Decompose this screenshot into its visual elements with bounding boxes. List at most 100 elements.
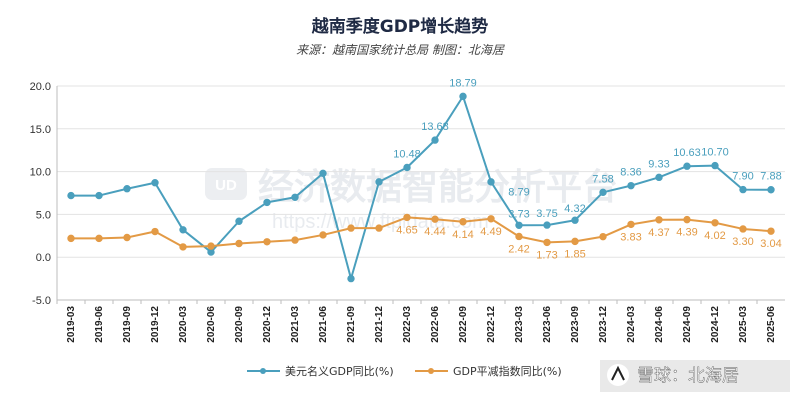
data-point-s1 [263, 238, 271, 246]
x-tick-group: 2025-03 [738, 306, 749, 343]
y-tick-label: 10.0 [30, 167, 51, 179]
x-tick-label: 2020-09 [234, 306, 245, 343]
data-point-s0 [515, 221, 523, 229]
data-label-s1: 4.49 [480, 226, 501, 238]
x-tick-group: 2023-12 [598, 306, 609, 343]
data-point-s1 [515, 232, 523, 241]
data-label-s0: 3.75 [536, 208, 557, 220]
x-tick-group: 2021-09 [346, 306, 357, 343]
data-label-s1: 4.39 [676, 227, 697, 239]
axes: -5.0 0.0 5.0 10.0 15.0 20.0 2019-03 2019-06 2019… [30, 81, 785, 343]
x-tick-group: 2019-12 [150, 306, 161, 343]
data-point-s1 [459, 218, 467, 226]
data-label-s0: 7.58 [592, 173, 613, 185]
data-point-s0 [459, 92, 467, 101]
x-tick-label: 2022-12 [486, 306, 497, 343]
data-point-s1 [67, 234, 75, 243]
x-tick-group: 2020-06 [206, 306, 217, 343]
x-tick-label: 2019-03 [66, 306, 77, 343]
x-tick-group: 2020-12 [262, 306, 273, 343]
xueqiu-logo-icon [607, 364, 629, 386]
x-tick-label: 2025-03 [738, 306, 749, 343]
x-tick-label: 2022-06 [430, 306, 441, 343]
data-label-s1: 1.85 [564, 248, 585, 260]
x-tick-label: 2024-03 [626, 306, 637, 343]
data-label-s1: 4.14 [452, 229, 473, 241]
x-tick-label: 2020-12 [262, 306, 273, 343]
data-labels: 10.48 13.68 18.79 3.73 3.75 4.32 7.58 8.36 9.33 1… [393, 77, 781, 261]
data-point-s1 [375, 224, 383, 232]
x-tick-label: 2021-12 [374, 306, 385, 343]
legend-label-deflator: GDP平减指数同比(%) [453, 364, 562, 378]
x-tick-group: 2022-06 [430, 306, 441, 343]
watermark-logo [205, 168, 247, 200]
x-tick-label: 2022-09 [458, 306, 469, 343]
data-point-s0 [95, 191, 103, 200]
x-tick-label: 2022-03 [402, 306, 413, 343]
data-point-s0 [123, 185, 131, 193]
x-tick-group: 2024-06 [654, 306, 665, 343]
xueqiu-badge-bg [600, 360, 790, 392]
data-label-s1: 4.37 [648, 227, 669, 239]
series-line-1 [71, 216, 772, 248]
x-tick-group: 2025-06 [766, 306, 777, 343]
data-point-s0 [739, 185, 747, 194]
x-tick-label: 2024-06 [654, 306, 665, 343]
data-point-s1 [347, 224, 355, 232]
x-tick-label: 2024-09 [682, 306, 693, 343]
data-point-s1 [179, 243, 187, 251]
data-label-s0: 7.90 [732, 171, 753, 183]
xueqiu-badge-text: 雪球：北海居 [637, 366, 739, 386]
x-tick-label: 2019-12 [150, 306, 161, 343]
data-point-s0 [655, 173, 663, 182]
x-tick-label: 2021-03 [290, 306, 301, 343]
data-label-s1: 4.02 [704, 230, 725, 242]
data-point-s1 [403, 213, 411, 222]
data-point-s0 [207, 248, 215, 256]
xueqiu-badge: 雪球：北海居 [600, 360, 790, 392]
x-tick-label: 2019-06 [94, 306, 105, 343]
data-point-s0 [291, 193, 299, 201]
legend: 美元名义GDP同比(%) GDP平减指数同比(%) [247, 364, 562, 378]
data-point-s0 [431, 136, 439, 144]
data-point-s1 [235, 239, 243, 248]
x-tick-group: 2022-03 [402, 306, 413, 343]
data-point-s1 [767, 227, 775, 235]
data-label-s0: 10.70 [701, 147, 729, 159]
x-tick-group: 2020-09 [234, 306, 245, 343]
y-tick-label: 5.0 [36, 209, 51, 221]
data-label-s1: 3.83 [620, 231, 641, 243]
x-tick-group: 2024-09 [682, 306, 693, 343]
x-tick-group: 2019-03 [66, 306, 77, 343]
x-tick-label: 2021-06 [318, 306, 329, 343]
data-point-s1 [739, 225, 747, 233]
chart-title: 越南季度GDP增长趋势 [311, 16, 489, 37]
data-point-s0 [375, 178, 383, 186]
data-label-extra: 8.79 [508, 186, 529, 198]
data-point-s0 [347, 274, 355, 283]
chart-subtitle: 来源：越南国家统计总局 制图：北海居 [296, 43, 505, 57]
x-tick-label: 2023-12 [598, 306, 609, 343]
x-tick-group: 2024-03 [626, 306, 637, 343]
x-tick-label: 2023-03 [514, 306, 525, 343]
data-point-s0 [179, 226, 187, 234]
data-point-s1 [431, 215, 439, 223]
data-point-s1 [291, 236, 299, 244]
x-tick-label: 2023-06 [542, 306, 553, 343]
data-label-s0: 3.73 [508, 208, 529, 220]
legend-marker-usd [260, 368, 266, 374]
data-point-s1 [95, 234, 103, 243]
data-label-s0: 9.33 [648, 158, 669, 170]
data-label-s0: 4.32 [564, 203, 585, 215]
series-layer [67, 92, 775, 283]
x-tick-group: 2019-06 [94, 306, 105, 343]
data-point-s0 [67, 191, 75, 200]
data-point-s1 [599, 232, 607, 241]
data-point-s0 [683, 162, 691, 170]
data-label-s0: 10.48 [393, 148, 421, 160]
x-tick-label: 2020-06 [206, 306, 217, 343]
x-tick-label: 2023-09 [570, 306, 581, 343]
data-point-s0 [403, 163, 411, 172]
x-tick-group: 2021-03 [290, 306, 301, 343]
